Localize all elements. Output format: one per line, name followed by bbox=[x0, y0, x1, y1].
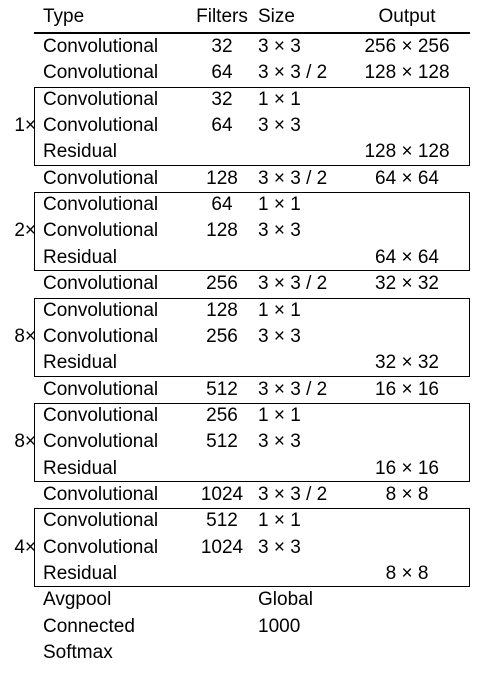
cell-output: 128 × 128 bbox=[364, 62, 450, 84]
cell-type: Convolutional bbox=[43, 273, 159, 295]
header-rule bbox=[34, 32, 470, 34]
cell-type: Convolutional bbox=[43, 167, 159, 189]
cell-filters: 1024 bbox=[200, 536, 244, 558]
cell-size: 3 × 3 / 2 bbox=[258, 62, 328, 84]
cell-output bbox=[345, 640, 469, 666]
cell-size: 1 × 1 bbox=[258, 299, 301, 321]
cell-type: Convolutional bbox=[43, 194, 159, 216]
cell-output: 16 × 16 bbox=[375, 378, 439, 400]
cell-filters: 256 bbox=[206, 404, 238, 426]
cell-type: Convolutional bbox=[43, 378, 159, 400]
header-output: Output bbox=[378, 6, 436, 27]
cell-filters: 32 bbox=[211, 88, 233, 110]
cell-filters: 128 bbox=[206, 220, 238, 242]
residual-block-box bbox=[34, 508, 470, 588]
cell-size: 3 × 3 / 2 bbox=[258, 378, 328, 400]
cell-type: Softmax bbox=[43, 642, 113, 664]
block-multiplier: 1× bbox=[14, 115, 36, 137]
cell-output: 64 × 64 bbox=[375, 167, 439, 189]
block-multiplier: 2× bbox=[14, 220, 36, 242]
cell-output: 32 × 32 bbox=[375, 352, 439, 374]
cell-size: 1 × 1 bbox=[258, 404, 301, 426]
cell-size: 1 × 1 bbox=[258, 194, 301, 216]
cell-type: Convolutional bbox=[43, 483, 159, 505]
cell-output bbox=[345, 614, 469, 640]
cell-type: Convolutional bbox=[43, 115, 159, 137]
residual-block-box bbox=[34, 192, 470, 272]
cell-filters bbox=[189, 614, 255, 640]
cell-type: Convolutional bbox=[43, 431, 159, 453]
residual-block-box bbox=[34, 402, 470, 482]
cell-size: 3 × 3 bbox=[258, 536, 301, 558]
header-type: Type bbox=[43, 6, 85, 27]
cell-filters: 64 bbox=[211, 194, 233, 216]
cell-type: Convolutional bbox=[43, 325, 159, 347]
cell-filters: 128 bbox=[206, 299, 238, 321]
cell-output: 32 × 32 bbox=[375, 273, 439, 295]
cell-size: 1000 bbox=[258, 615, 301, 637]
cell-size: 1 × 1 bbox=[258, 88, 301, 110]
cell-size: 3 × 3 / 2 bbox=[258, 167, 328, 189]
cell-filters bbox=[189, 640, 255, 666]
cell-size: 1 × 1 bbox=[258, 510, 301, 532]
cell-size: 3 × 3 bbox=[258, 431, 301, 453]
cell-filters: 64 bbox=[211, 115, 233, 137]
cell-output: 16 × 16 bbox=[375, 457, 439, 479]
cell-size: 3 × 3 / 2 bbox=[258, 273, 328, 295]
cell-size: 3 × 3 bbox=[258, 325, 301, 347]
cell-filters: 256 bbox=[206, 273, 238, 295]
block-multiplier: 4× bbox=[14, 536, 36, 558]
block-multiplier: 8× bbox=[14, 325, 36, 347]
cell-output: 128 × 128 bbox=[364, 141, 450, 163]
cell-type: Connected bbox=[43, 615, 135, 637]
cell-type: Convolutional bbox=[43, 62, 159, 84]
cell-type: Convolutional bbox=[43, 299, 159, 321]
cell-filters: 64 bbox=[211, 62, 233, 84]
cell-type: Convolutional bbox=[43, 536, 159, 558]
cell-filters: 512 bbox=[206, 510, 238, 532]
cell-filters: 256 bbox=[206, 325, 238, 347]
cell-type: Convolutional bbox=[43, 36, 159, 57]
cell-type: Residual bbox=[43, 141, 117, 163]
cell-output: 8 × 8 bbox=[385, 563, 429, 584]
cell-type: Residual bbox=[43, 246, 117, 268]
cell-type: Convolutional bbox=[43, 220, 159, 242]
header-filters: Filters bbox=[196, 6, 248, 27]
cell-size: Global bbox=[258, 589, 313, 611]
cell-output: 256 × 256 bbox=[364, 36, 450, 57]
cell-type: Convolutional bbox=[43, 404, 159, 426]
cell-size: 3 × 3 / 2 bbox=[258, 483, 328, 505]
cell-filters: 128 bbox=[206, 167, 238, 189]
cell-type: Residual bbox=[43, 352, 117, 374]
cell-filters: 512 bbox=[206, 431, 238, 453]
cell-filters bbox=[189, 587, 255, 613]
cell-output: 64 × 64 bbox=[375, 246, 439, 268]
cell-filters: 32 bbox=[211, 36, 233, 57]
cell-filters: 1024 bbox=[200, 483, 244, 505]
cell-filters: 512 bbox=[206, 378, 238, 400]
block-multiplier: 8× bbox=[14, 431, 36, 453]
cell-type: Residual bbox=[43, 563, 117, 584]
cell-size: 3 × 3 bbox=[258, 220, 301, 242]
cell-type: Avgpool bbox=[43, 589, 112, 611]
residual-block-box bbox=[34, 86, 470, 166]
cell-output bbox=[345, 587, 469, 613]
header-size: Size bbox=[258, 6, 295, 27]
cell-type: Residual bbox=[43, 457, 117, 479]
cell-output: 8 × 8 bbox=[385, 483, 429, 505]
cell-type: Convolutional bbox=[43, 88, 159, 110]
cell-size: 3 × 3 bbox=[258, 36, 301, 57]
residual-block-box bbox=[34, 297, 470, 377]
cell-size: 3 × 3 bbox=[258, 115, 301, 137]
cell-type: Convolutional bbox=[43, 510, 159, 532]
